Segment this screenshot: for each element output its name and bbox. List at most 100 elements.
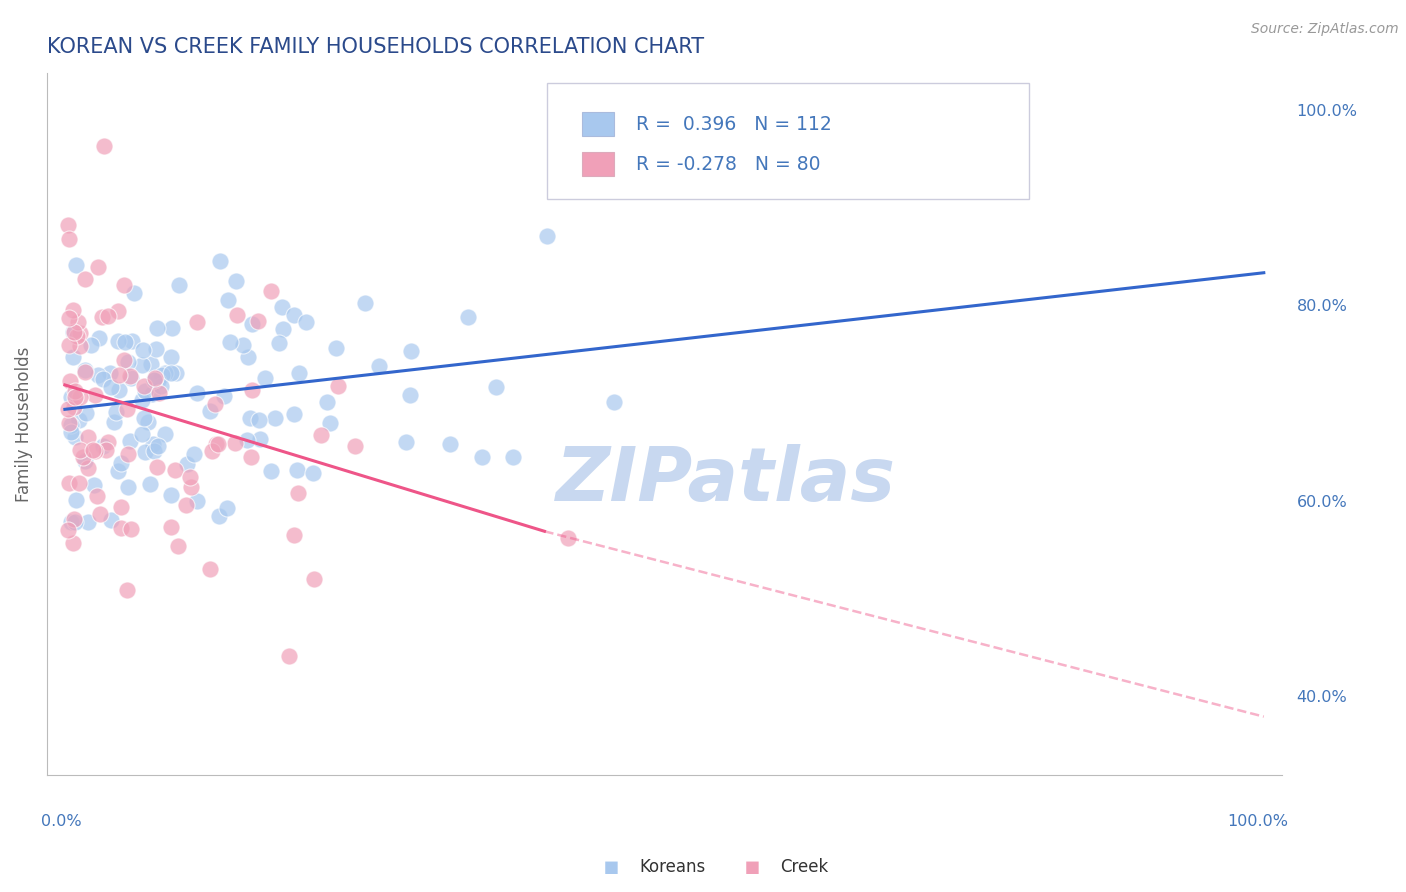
Point	[283, 308, 305, 322]
Point	[160, 487, 183, 501]
Point	[69, 339, 91, 353]
Point	[107, 464, 129, 478]
Point	[69, 442, 91, 457]
Point	[66, 328, 89, 343]
Point	[399, 343, 422, 358]
Point	[131, 358, 153, 372]
Point	[72, 450, 94, 465]
Point	[142, 437, 165, 451]
Point	[142, 373, 165, 387]
Point	[75, 271, 97, 285]
Point	[247, 413, 270, 427]
Point	[67, 413, 90, 427]
Point	[212, 389, 235, 403]
Text: 40.0%: 40.0%	[1296, 690, 1347, 705]
Point	[249, 432, 271, 446]
Point	[205, 437, 228, 451]
Point	[309, 427, 332, 442]
Point	[160, 350, 183, 364]
Point	[75, 453, 97, 467]
Point	[65, 492, 87, 507]
Point	[224, 436, 246, 450]
Point	[107, 304, 129, 318]
Point	[368, 359, 391, 373]
Point	[87, 260, 110, 274]
Point	[246, 314, 269, 328]
Point	[603, 394, 626, 409]
Point	[58, 417, 80, 431]
Point	[63, 390, 86, 404]
Point	[120, 371, 142, 385]
Point	[93, 372, 115, 386]
Point	[117, 447, 139, 461]
Text: 80.0%: 80.0%	[1296, 300, 1347, 314]
Point	[260, 284, 283, 298]
Point	[58, 475, 80, 490]
Point	[160, 366, 183, 380]
Point	[153, 366, 176, 380]
Point	[271, 322, 294, 336]
Point	[83, 444, 105, 458]
Point	[226, 308, 249, 322]
Point	[65, 258, 87, 272]
Point	[86, 490, 108, 504]
Point	[89, 507, 111, 521]
Point	[96, 443, 118, 458]
Point	[110, 521, 132, 535]
Point	[82, 443, 104, 458]
Point	[315, 395, 337, 409]
Point	[285, 463, 308, 477]
Point	[105, 405, 128, 419]
Point	[149, 379, 172, 393]
Point	[269, 335, 291, 350]
Point	[165, 366, 187, 380]
Point	[242, 383, 264, 397]
Text: 100.0%: 100.0%	[1227, 814, 1288, 829]
Text: KOREAN VS CREEK FAMILY HOUSEHOLDS CORRELATION CHART: KOREAN VS CREEK FAMILY HOUSEHOLDS CORREL…	[46, 37, 704, 57]
Point	[145, 459, 167, 474]
Point	[58, 232, 80, 246]
Point	[208, 508, 231, 523]
Text: Source: ZipAtlas.com: Source: ZipAtlas.com	[1251, 22, 1399, 37]
Point	[174, 499, 197, 513]
Point	[143, 373, 166, 387]
Point	[208, 253, 231, 268]
Point	[207, 436, 229, 450]
Point	[259, 464, 281, 478]
Point	[73, 365, 96, 379]
Point	[150, 368, 173, 383]
Point	[59, 425, 82, 439]
Point	[93, 138, 115, 153]
Point	[557, 531, 579, 545]
Point	[283, 407, 305, 421]
Point	[108, 383, 131, 397]
Point	[204, 396, 226, 410]
Point	[131, 427, 153, 442]
Point	[134, 384, 156, 398]
Bar	[582, 112, 614, 136]
Point	[62, 512, 84, 526]
Point	[301, 466, 323, 480]
Point	[146, 439, 169, 453]
Point	[146, 321, 169, 335]
Text: ▪: ▪	[744, 855, 761, 879]
Point	[58, 401, 80, 416]
Point	[75, 406, 97, 420]
Point	[117, 480, 139, 494]
Point	[132, 379, 155, 393]
Point	[96, 309, 118, 323]
Point	[240, 317, 263, 331]
Text: 0.0%: 0.0%	[41, 814, 82, 829]
Point	[180, 480, 202, 494]
Point	[264, 411, 287, 425]
Point	[117, 355, 139, 369]
Point	[288, 366, 311, 380]
Point	[67, 475, 90, 490]
Point	[325, 341, 347, 355]
Point	[536, 229, 558, 244]
Text: R =  0.396   N = 112: R = 0.396 N = 112	[637, 114, 832, 134]
Point	[58, 311, 80, 326]
Point	[77, 430, 100, 444]
Point	[110, 500, 132, 514]
Point	[141, 387, 163, 401]
